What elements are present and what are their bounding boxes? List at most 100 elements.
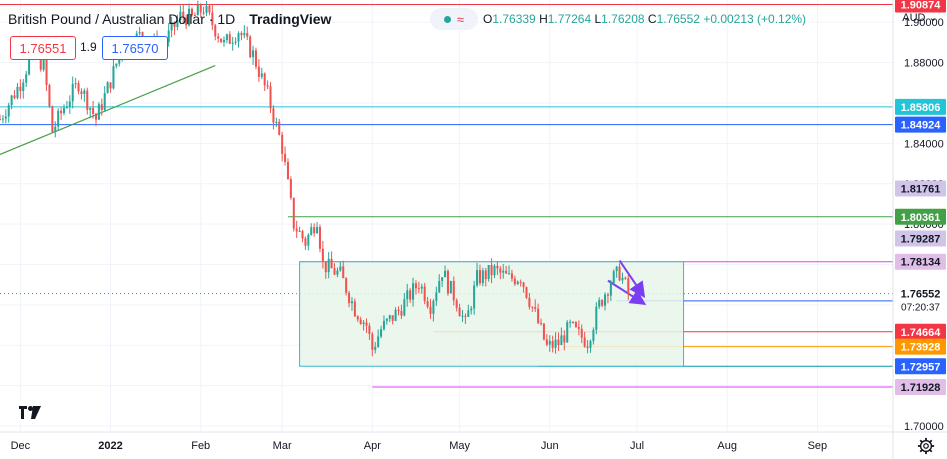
buy-button[interactable]: 1.76570 <box>102 36 168 60</box>
tradingview-logo-icon[interactable] <box>14 399 46 425</box>
candle-body <box>417 288 420 290</box>
x-tick-label: Dec <box>11 440 31 452</box>
candle-body <box>356 316 359 320</box>
level-label-bg <box>895 116 946 133</box>
level-label-bg <box>895 180 946 197</box>
candle-body <box>71 83 74 102</box>
candle-body <box>609 283 612 296</box>
candle-body <box>310 227 313 235</box>
level-label: 1.71928 <box>901 382 941 394</box>
candle-body <box>548 340 551 345</box>
candle-body <box>86 90 89 110</box>
close-label: C <box>647 12 657 26</box>
level-label-bg <box>895 253 946 270</box>
candle-body <box>348 292 351 304</box>
level-label-bg <box>895 98 946 115</box>
candle-body <box>25 74 28 83</box>
candle-body <box>374 346 377 350</box>
candle-body <box>94 113 98 120</box>
currency-selector[interactable]: AUD ⌄ <box>897 8 943 26</box>
candle-body <box>493 265 496 276</box>
candle-body <box>595 306 598 330</box>
candle-body <box>39 54 42 70</box>
currency-label: AUD ⌄ <box>902 11 938 24</box>
candle-body <box>353 301 356 317</box>
candle-body <box>57 110 60 127</box>
candle-body <box>190 8 193 15</box>
candle-body <box>574 322 577 327</box>
x-tick-label: 2022 <box>98 440 122 452</box>
candle-body <box>342 266 345 279</box>
candle-body <box>292 197 295 229</box>
candle-body <box>473 285 476 309</box>
candle-body <box>22 82 25 91</box>
level-label: 1.90874 <box>901 0 942 12</box>
level-label: 1.74664 <box>901 327 942 339</box>
gear-icon[interactable] <box>917 437 935 455</box>
candle-body <box>62 107 66 114</box>
approx-icon: ≈ <box>456 11 465 27</box>
candle-body <box>414 283 417 289</box>
candle-body <box>231 42 234 44</box>
drawn-shapes <box>0 65 685 367</box>
candle-body <box>246 32 249 37</box>
candle-body <box>318 227 321 249</box>
candle-body <box>19 86 22 91</box>
candle-body <box>301 231 304 239</box>
market-status-pill[interactable]: ≈ <box>430 8 478 30</box>
high-value: 1.77264 <box>547 12 592 26</box>
level-label: 1.81761 <box>901 184 941 196</box>
candle-body <box>176 20 179 28</box>
candle-body <box>92 108 95 114</box>
candle-body <box>179 11 182 21</box>
candle-body <box>464 315 467 317</box>
candle-body <box>202 12 205 14</box>
candle-body <box>522 282 525 288</box>
symbol-header[interactable]: British Pound / Australian Dollar · 1D T… <box>8 6 331 32</box>
candle-body <box>83 90 86 94</box>
candle-body <box>525 287 528 298</box>
candle-body <box>298 231 301 233</box>
candle-body <box>484 270 487 280</box>
candle-body <box>295 228 298 232</box>
candle-body <box>42 57 45 70</box>
candle-body <box>505 270 508 274</box>
candle-body <box>272 108 275 123</box>
countdown-label: 07:20:37 <box>901 303 940 314</box>
x-tick-label: Sep <box>808 440 828 452</box>
candle-body <box>461 315 464 317</box>
open-label: O <box>483 12 493 26</box>
y-tick-label: 1.88000 <box>904 58 944 70</box>
candle-body <box>109 82 112 89</box>
candle-body <box>409 290 412 300</box>
candle-body <box>382 320 385 330</box>
candle-body <box>188 8 191 26</box>
candle-body <box>531 306 534 308</box>
candle-body <box>540 322 543 324</box>
candle-body <box>225 34 228 41</box>
level-label-bg <box>895 208 946 225</box>
candle-body <box>432 300 435 314</box>
candle-body <box>4 116 7 119</box>
candle-body <box>478 270 481 284</box>
candle-body <box>400 310 403 316</box>
candle-body <box>604 294 607 306</box>
x-tick-label: Aug <box>717 440 737 452</box>
candle-body <box>97 104 100 120</box>
candle-body <box>65 106 68 108</box>
candle-body <box>572 321 575 323</box>
sell-price: 1.76551 <box>19 40 67 56</box>
candle-body <box>580 328 583 338</box>
candle-body <box>519 281 522 283</box>
sell-button[interactable]: 1.76551 <box>10 36 76 60</box>
x-tick-label: Feb <box>191 440 210 452</box>
level-label: 1.85806 <box>901 102 941 114</box>
candle-body <box>423 286 426 302</box>
candle-body <box>286 161 289 180</box>
candle-body <box>13 95 16 98</box>
candle-body <box>452 280 455 301</box>
candle-body <box>397 309 400 311</box>
candle-body <box>336 270 339 275</box>
candle-body <box>586 346 589 348</box>
